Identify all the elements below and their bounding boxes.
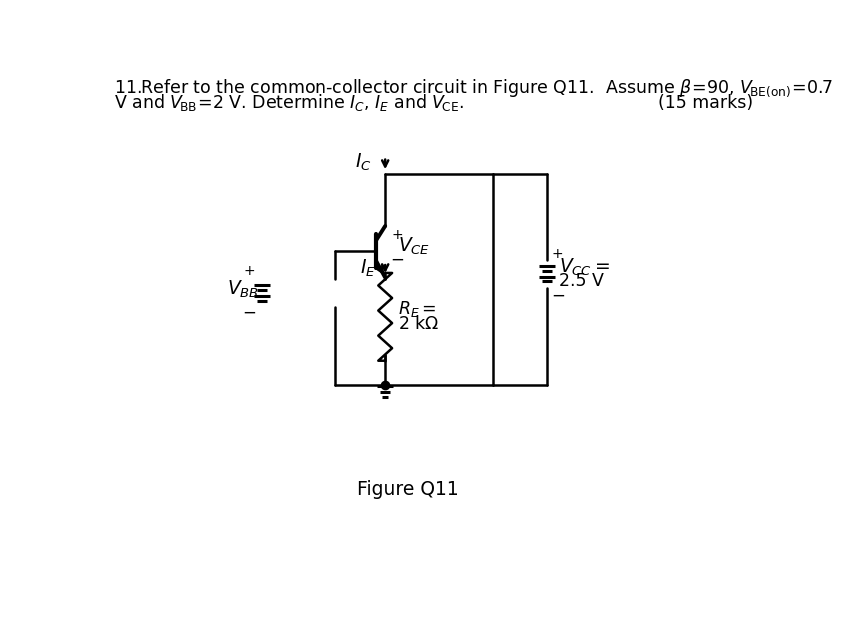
Text: 2 k$\Omega$: 2 k$\Omega$	[397, 314, 439, 333]
Text: $R_E=$: $R_E=$	[397, 299, 436, 319]
Text: −: −	[390, 251, 405, 269]
Text: +: +	[551, 247, 563, 261]
Text: V and $V_{\!\mathrm{BB}}\!=\!2$ V. Determine $I_C$, $I_E$ and $V_{\!\mathrm{CE}}: V and $V_{\!\mathrm{BB}}\!=\!2$ V. Deter…	[114, 92, 464, 113]
Text: $V_{CE}$: $V_{CE}$	[397, 235, 429, 257]
Text: −: −	[551, 286, 566, 305]
Text: 2.5 V: 2.5 V	[559, 272, 604, 290]
Text: +: +	[391, 228, 403, 242]
Text: $I_C$: $I_C$	[355, 152, 371, 173]
Text: $V_{CC}=$: $V_{CC}=$	[559, 257, 611, 278]
Text: $V_{BB}$: $V_{BB}$	[227, 279, 259, 300]
Text: +: +	[244, 264, 256, 279]
Text: 11.Refer to the common-collector circuit in Figure Q11.  Assume $\beta\!=\!90$, : 11.Refer to the common-collector circuit…	[114, 77, 833, 99]
Text: Figure Q11: Figure Q11	[357, 480, 459, 499]
Text: −: −	[243, 304, 257, 322]
Text: (15 marks): (15 marks)	[658, 93, 753, 112]
Text: $I_E$: $I_E$	[360, 258, 376, 279]
